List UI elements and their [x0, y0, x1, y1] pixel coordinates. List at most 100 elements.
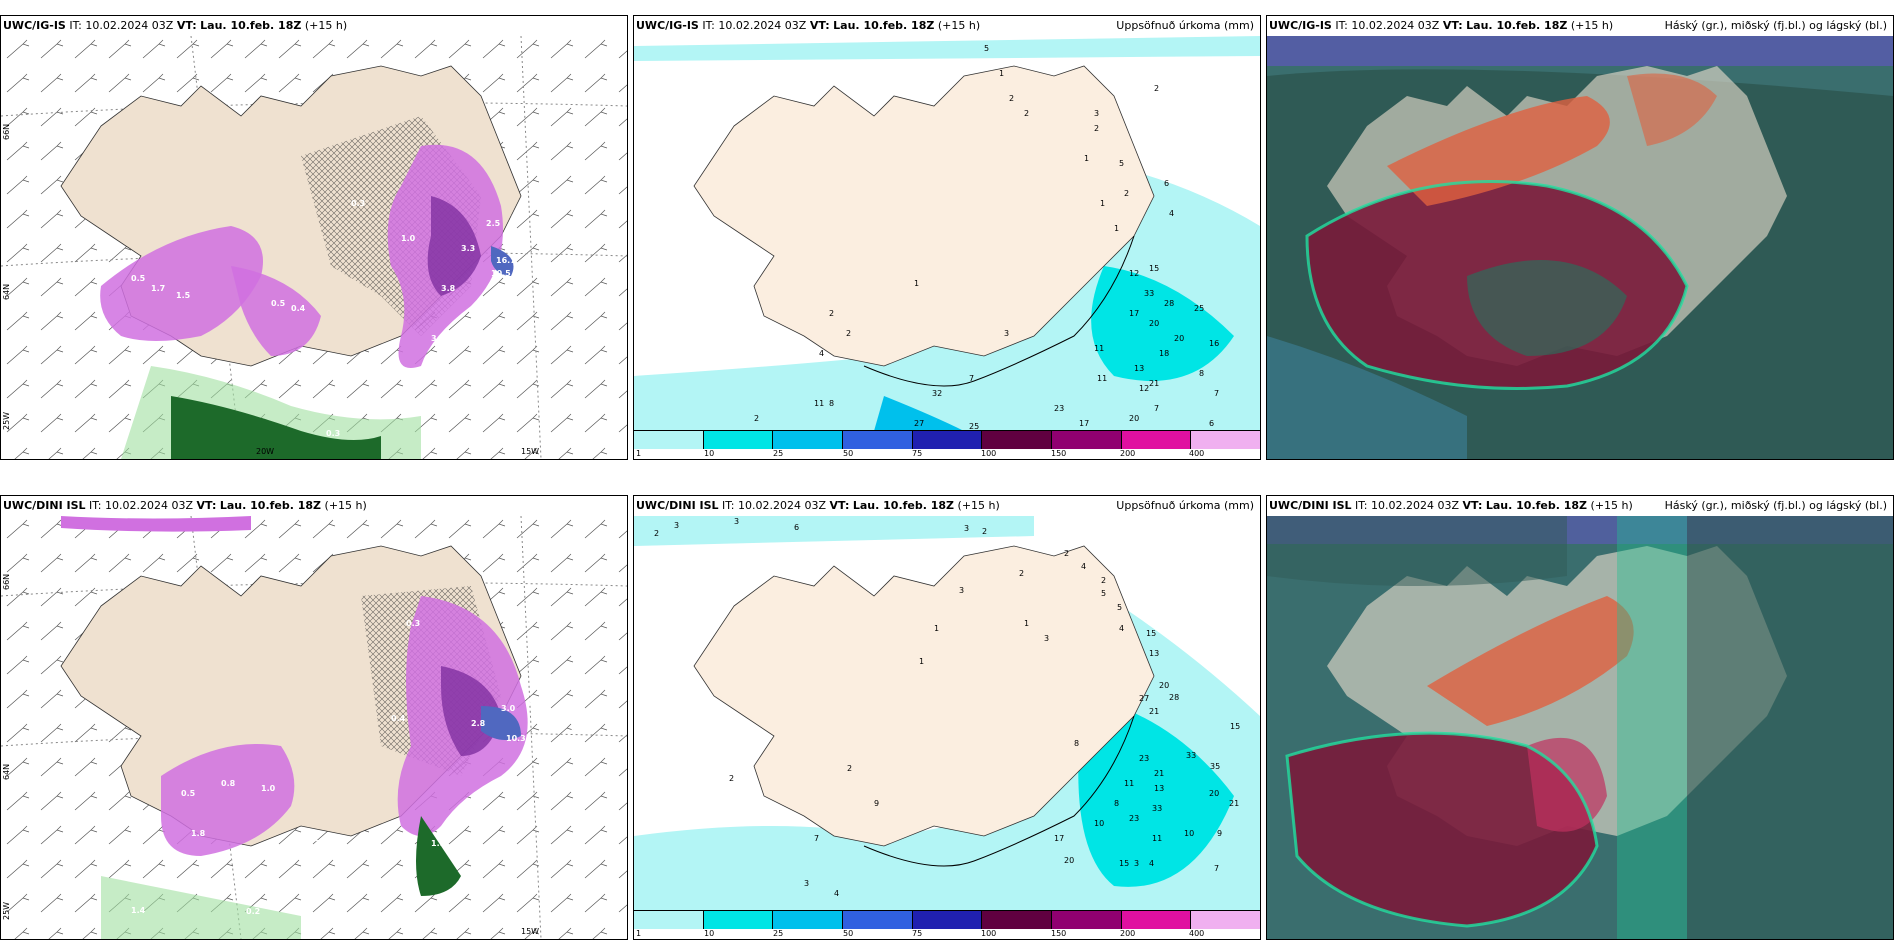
colorbar — [634, 430, 1260, 449]
lat-label: 64N — [2, 284, 11, 300]
precip-value: 33 — [1186, 751, 1196, 760]
it-label: IT: — [1335, 19, 1348, 32]
precip-map: 2 3 3 6 3 2 2 1 1 2 3 4 2 5 5 3 4 13 15 … — [634, 516, 1260, 911]
precip-value: 6 — [1209, 419, 1214, 428]
precip-value: 20 — [1129, 414, 1139, 423]
vt-label: VT: — [196, 499, 217, 512]
precip-value: 21 — [1149, 379, 1159, 388]
lat-label: 25W — [2, 902, 11, 920]
iceland-land — [693, 545, 1155, 847]
valid-time: Lau. 10.feb. 18Z — [852, 499, 955, 512]
colorbar-tick: 50 — [843, 929, 854, 938]
snow-value: 0.5 — [181, 789, 196, 798]
snow-value: 1.3 — [541, 724, 555, 733]
precip-value: 2 — [1064, 549, 1069, 558]
colorbar-segment — [1121, 911, 1192, 929]
snow-value: 0.2 — [246, 907, 260, 916]
colorbar-tick: 150 — [1051, 929, 1067, 938]
precip-value: 1 — [1100, 199, 1105, 208]
snow-value: 10.5 — [491, 269, 511, 278]
snow-value: 0.3 — [326, 429, 340, 438]
precip-value: 4 — [1081, 562, 1086, 571]
precip-value: 2 — [829, 309, 834, 318]
snow-value: 1.4 — [131, 906, 146, 915]
lat-label: 66N — [2, 124, 11, 140]
precip-title: Uppsöfnuð úrkoma (mm) — [1116, 499, 1254, 512]
colorbar-tick: 150 — [1051, 449, 1067, 458]
precip-value: 4 — [819, 349, 824, 358]
snow-value: 3.5 — [431, 334, 446, 343]
snow-value-labels: 0.5 1.7 1.5 0.3 0.5 0.4 1.0 3.3 2.5 2.6 … — [131, 69, 526, 438]
panel-snow-top: UWC/IG-IS IT: 10.02.2024 03Z VT: Lau. 10… — [0, 15, 628, 460]
colorbar-ticks: 1 10 25 50 75 100 150 200 400 — [634, 449, 1260, 459]
precip-value: 20 — [1064, 856, 1074, 865]
precip-value: 4 — [1119, 624, 1124, 633]
precip-value: 9 — [874, 799, 879, 808]
lon-label: 15W — [521, 927, 539, 936]
precip-value: 27 — [914, 419, 924, 428]
init-time: 10.02.2024 03Z — [1371, 499, 1460, 512]
lat-label: 66N — [2, 574, 11, 590]
precip-value: 15 — [1119, 859, 1129, 868]
colorbar-tick: 100 — [981, 449, 997, 458]
init-time: 10.02.2024 03Z — [718, 19, 807, 32]
precip-title: Uppsöfnuð úrkoma (mm) — [1116, 19, 1254, 32]
precip-value: 17 — [1054, 834, 1064, 843]
precip-value: 12 — [1129, 269, 1139, 278]
snow-value: 16.7 — [496, 256, 516, 265]
colorbar-segment — [634, 431, 704, 449]
precip-value: 28 — [1169, 693, 1179, 702]
model-name: UWC/IG-IS — [3, 19, 66, 32]
panel-header: UWC/DINI ISL IT: 10.02.2024 03Z VT: Lau.… — [634, 496, 1260, 516]
cloud-map — [1267, 36, 1893, 459]
snow-value: 0.5 — [346, 409, 361, 418]
it-label: IT: — [722, 499, 735, 512]
vt-label: VT: — [176, 19, 197, 32]
model-name: UWC/DINI ISL — [3, 499, 86, 512]
snow-value: 3.3 — [461, 244, 475, 253]
colorbar — [634, 910, 1260, 929]
snow-value-labels: 0.5 1.8 0.8 1.0 0.3 0.4 2.8 3.0 3.7 10.3… — [131, 619, 586, 916]
precip-value: 1 — [919, 657, 924, 666]
init-time: 10.02.2024 03Z — [1351, 19, 1440, 32]
colorbar-segment — [1052, 431, 1122, 449]
precip-value: 15 — [1149, 264, 1159, 273]
precip-value: 11 — [1094, 344, 1104, 353]
it-label: IT: — [702, 19, 715, 32]
precip-value: 7 — [814, 834, 819, 843]
snow-value: 2.5 — [486, 219, 501, 228]
colorbar-tick: 10 — [704, 929, 715, 938]
precip-value: 13 — [1154, 784, 1164, 793]
precip-value: 4 — [1149, 859, 1154, 868]
snow-value: 3.0 — [501, 704, 516, 713]
colorbar-ticks: 1 10 25 50 75 100 150 200 400 — [634, 929, 1260, 939]
snow-value: 1.9 — [431, 839, 446, 848]
precip-value: 20 — [1174, 334, 1184, 343]
precip-value: 7 — [969, 374, 974, 383]
precip-value: 2 — [1101, 576, 1106, 585]
colorbar-segment — [773, 911, 844, 929]
snow-value: 1.5 — [176, 291, 191, 300]
colorbar-tick: 200 — [1120, 929, 1136, 938]
precip-value: 11 — [1152, 834, 1162, 843]
precip-value: 9 — [1217, 829, 1222, 838]
snow-value: 1.0 — [401, 234, 416, 243]
panel-precip-bottom: UWC/DINI ISL IT: 10.02.2024 03Z VT: Lau.… — [633, 495, 1261, 940]
lon-label: 20W — [256, 447, 274, 456]
snow-value: 0.4 — [391, 714, 406, 723]
colorbar-tick: 400 — [1189, 449, 1205, 458]
precip-value: 2 — [729, 774, 734, 783]
precip-value: 5 — [984, 44, 989, 53]
precip-value: 5 — [1117, 603, 1122, 612]
precip-value: 3 — [734, 517, 739, 526]
precip-value: 6 — [1164, 179, 1169, 188]
model-name: UWC/DINI ISL — [1269, 499, 1352, 512]
precip-value: 8 — [1199, 369, 1204, 378]
snow-value: 3.7 — [526, 699, 540, 708]
precip-value: 16 — [1209, 339, 1219, 348]
precip-value: 3 — [1044, 634, 1049, 643]
precip-value: 12 — [1139, 384, 1149, 393]
model-name: UWC/DINI ISL — [636, 499, 719, 512]
lead-time: (+15 h) — [957, 499, 1000, 512]
colorbar-tick: 50 — [843, 449, 854, 458]
